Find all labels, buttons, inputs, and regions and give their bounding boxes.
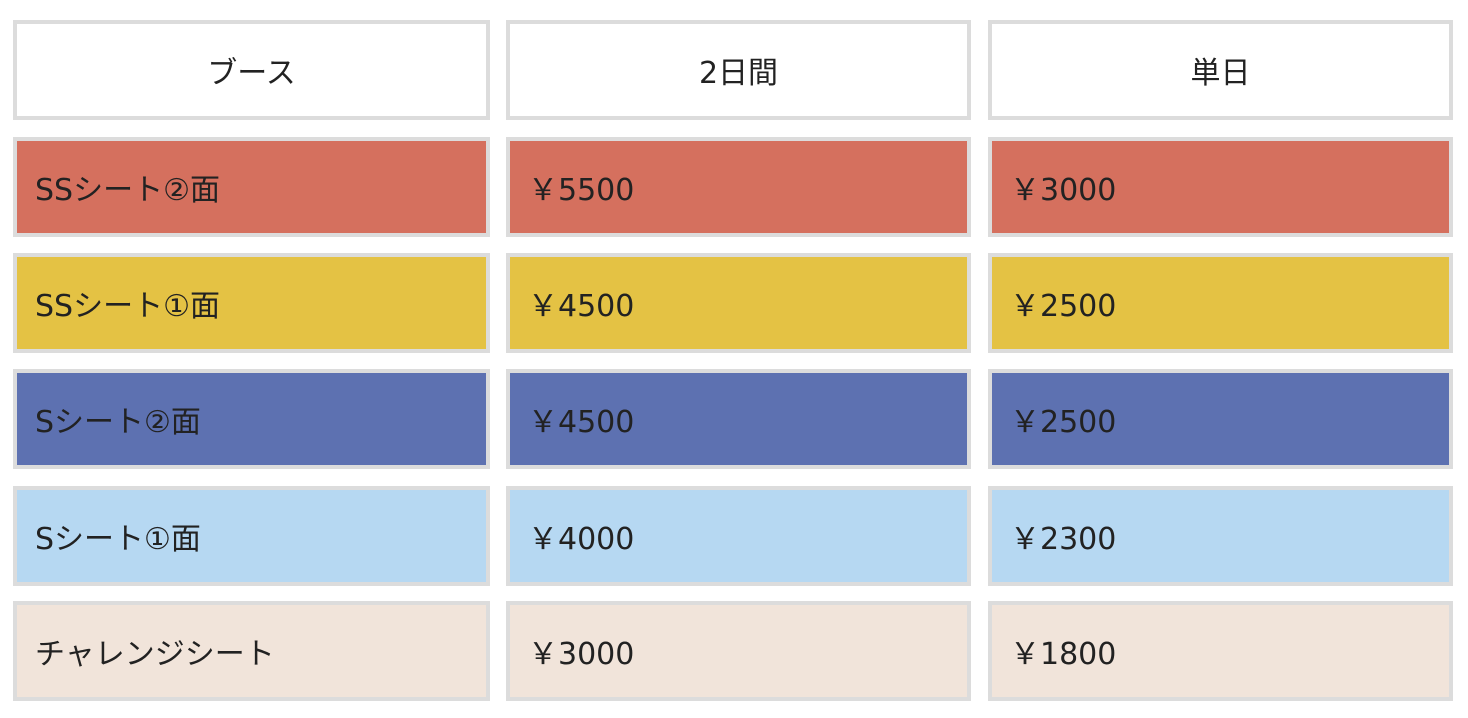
booth-cell: SSシート①面	[13, 253, 490, 353]
booth-cell: チャレンジシート	[13, 601, 490, 701]
header-cell: 2日間	[506, 20, 971, 120]
booth-cell: Sシート②面	[13, 369, 490, 469]
price-cell: ￥3000	[506, 601, 971, 701]
price-cell: ￥2500	[988, 253, 1453, 353]
booth-cell: SSシート②面	[13, 137, 490, 237]
booth-cell: Sシート①面	[13, 486, 490, 586]
price-cell: ￥3000	[988, 137, 1453, 237]
price-cell: ￥5500	[506, 137, 971, 237]
price-cell: ￥4500	[506, 369, 971, 469]
header-cell: ブース	[13, 20, 490, 120]
header-cell: 単日	[988, 20, 1453, 120]
price-cell: ￥4000	[506, 486, 971, 586]
price-cell: ￥4500	[506, 253, 971, 353]
price-cell: ￥1800	[988, 601, 1453, 701]
price-cell: ￥2500	[988, 369, 1453, 469]
price-cell: ￥2300	[988, 486, 1453, 586]
